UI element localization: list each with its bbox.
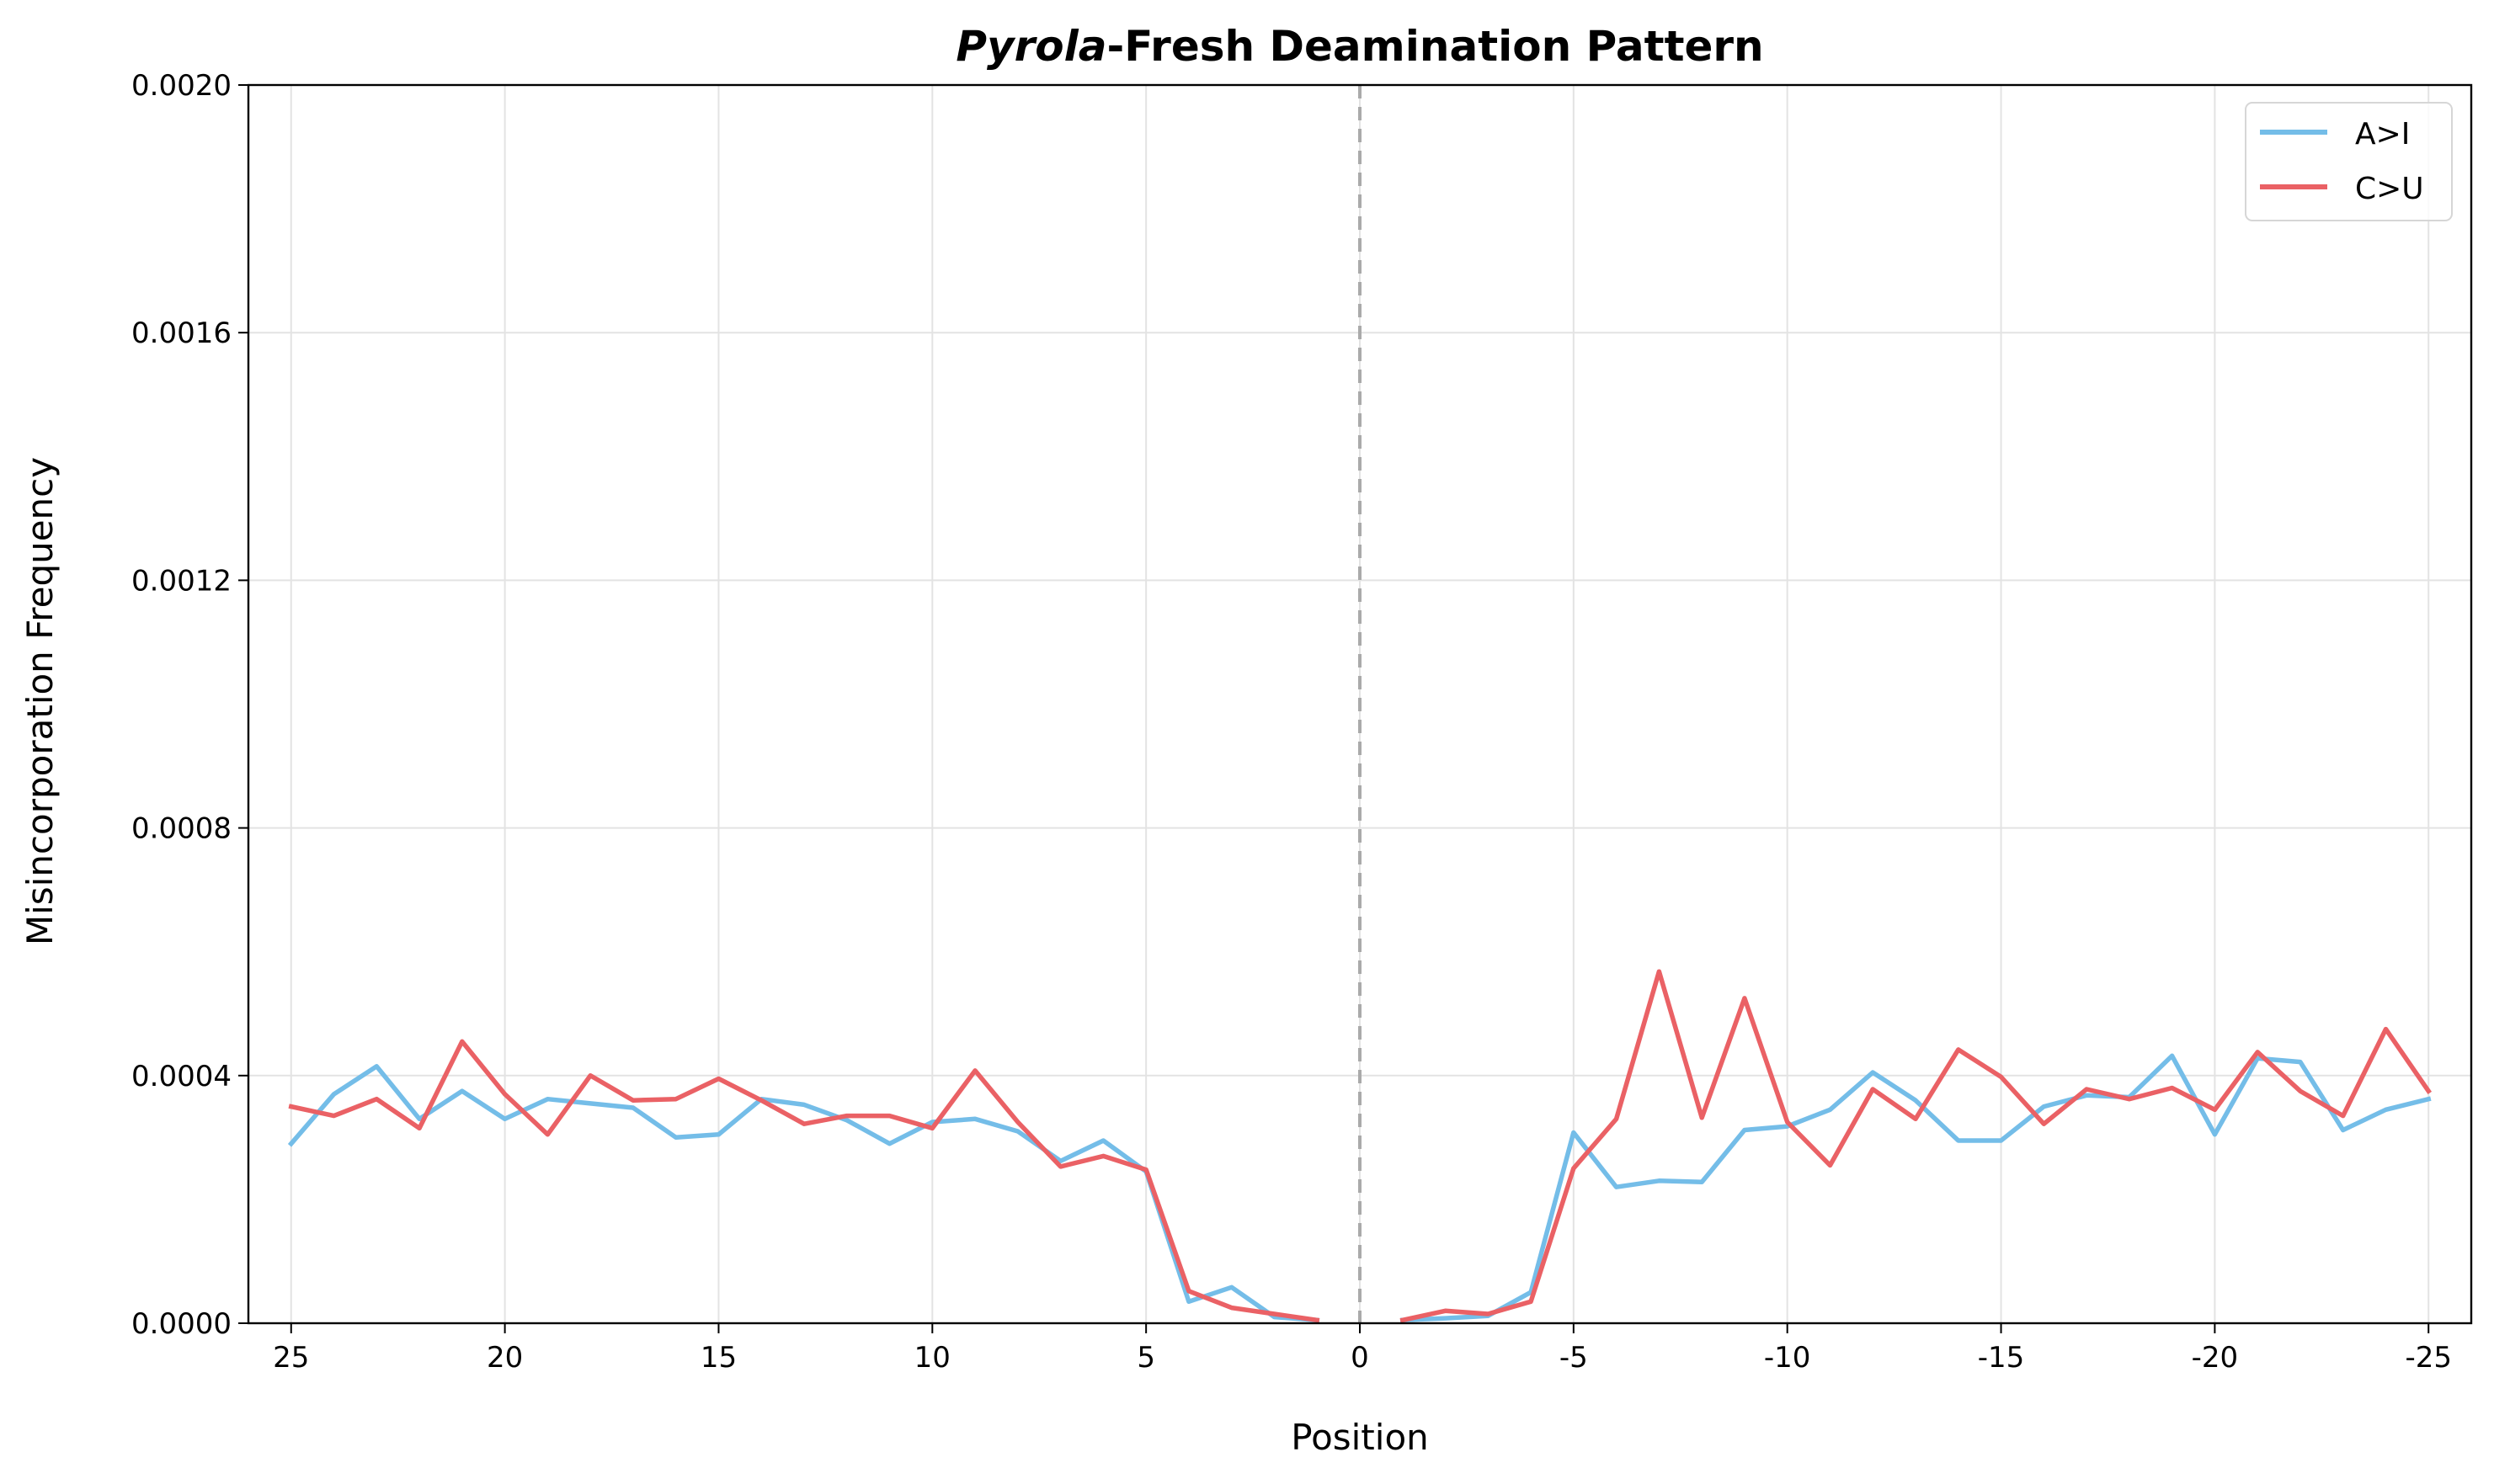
y-tick-label: 0.0000 [131,1307,232,1341]
x-tick-label: -15 [1978,1341,2025,1375]
chart-title: Pyrola-Fresh Deamination Pattern [956,22,1763,71]
y-tick-label: 0.0012 [131,564,232,598]
y-tick-label: 0.0016 [131,316,232,350]
chart-title-italic: Pyrola [956,22,1106,71]
x-tick-label: 10 [914,1341,951,1375]
x-axis-label: Position [1291,1417,1429,1458]
series-layer [287,969,2433,1323]
series-line-a-to-i [1399,1053,2432,1323]
x-tick-label: 0 [1351,1341,1369,1375]
y-tick-label: 0.0004 [131,1060,232,1093]
x-tick-label: 25 [273,1341,309,1375]
legend-label-a-to-i: A>I [2355,117,2410,152]
x-tick-label: -25 [2405,1341,2452,1375]
series-line-c-to-u [288,1039,1320,1323]
x-tick-label: -20 [2192,1341,2239,1375]
x-tick-label: 20 [487,1341,523,1375]
x-tick-label: 5 [1137,1341,1155,1375]
series-line-c-to-u [1399,969,2433,1323]
y-tick-label: 0.0020 [131,69,232,103]
x-tick-label: -10 [1764,1341,1811,1375]
chart-title-rest: -Fresh Deamination Pattern [1106,22,1763,71]
y-axis-label: Misincorporation Frequency [19,457,61,945]
y-tick-label: 0.0008 [131,812,232,846]
x-tick-label: -5 [1559,1341,1588,1375]
legend-label-c-to-u: C>U [2355,172,2424,206]
x-tick-label: 15 [701,1341,737,1375]
axis-ticks: 25 20 15 10 5 0 -5 -10 -15 -20 -25 0.0000 0.0004 0.00… [131,69,2452,1375]
legend: A>I C>U [2245,102,2453,221]
series-line-a-to-i [287,1064,1320,1323]
